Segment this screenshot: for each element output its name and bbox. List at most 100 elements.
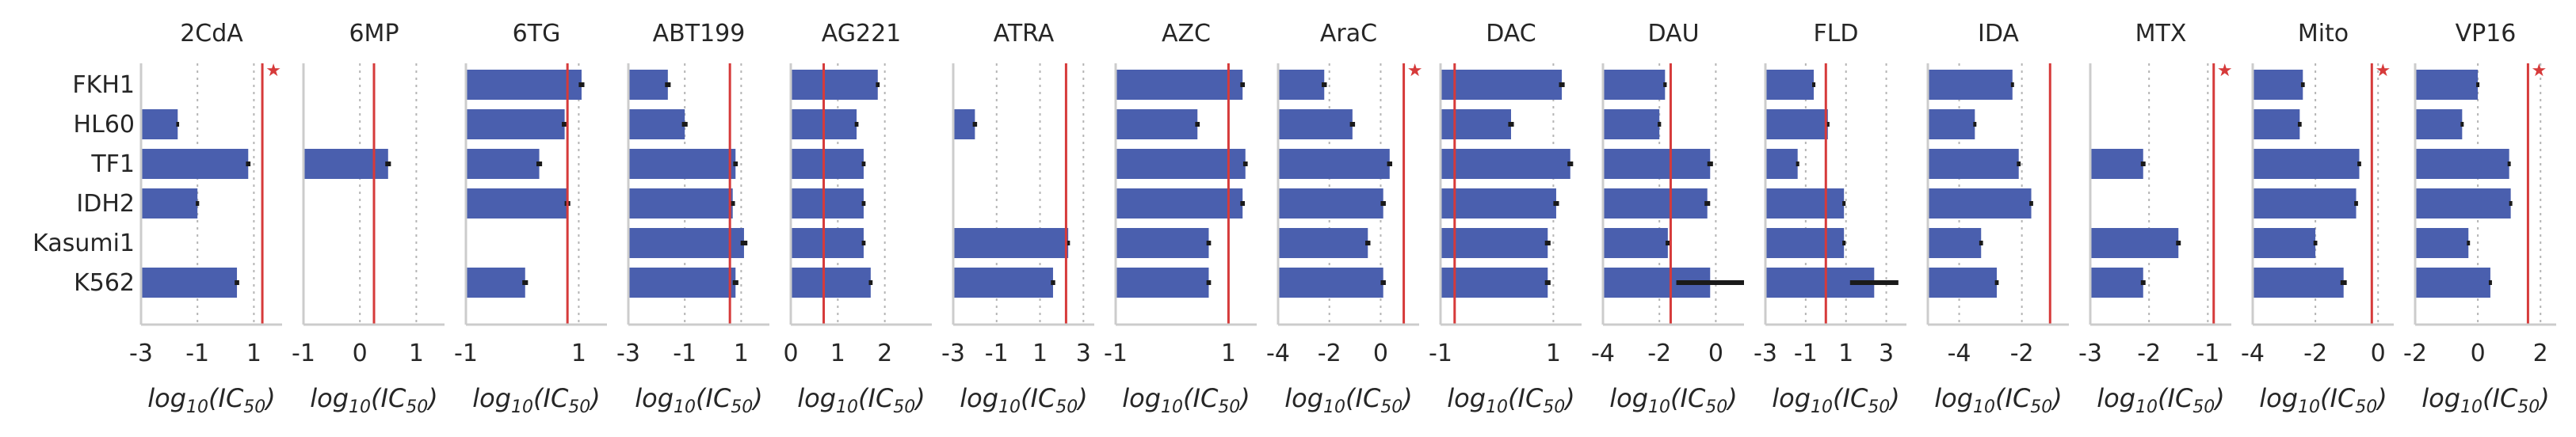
bar (1278, 149, 1390, 179)
panel-2cda: 2CdA ★ -3 -1 1 log10(IC50) (129, 20, 282, 417)
xtick-label: -3 (941, 340, 965, 367)
xtick-label: -1 (454, 340, 478, 367)
panel-abt199: ABT199 -3 -1 1 log10(IC50) (616, 20, 769, 417)
bar (1441, 228, 1548, 258)
x-axis-label: log10(IC50) (472, 383, 601, 417)
panel-fld: FLD -3 -1 1 3 log10(IC50) (1754, 20, 1906, 417)
xtick-label: 1 (1221, 340, 1236, 367)
panel-dau: DAU -4 -2 0 log10(IC50) (1591, 20, 1744, 417)
panel-title: AraC (1320, 20, 1377, 48)
ytick-label: IDH2 (76, 190, 135, 218)
panel-mtx: MTX ★ -3 -2 -1 log10(IC50) (2078, 20, 2233, 417)
xtick-label: 0 (783, 340, 798, 367)
bar (628, 188, 733, 218)
bar (1116, 268, 1209, 298)
bar (2253, 228, 2316, 258)
xtick-label: 0 (1708, 340, 1723, 367)
bar (628, 149, 736, 179)
x-axis-label: log10(IC50) (2259, 383, 2387, 417)
bar (303, 149, 388, 179)
xtick-label: 1 (734, 340, 749, 367)
bar (1765, 188, 1845, 218)
x-axis-label: log10(IC50) (2421, 383, 2550, 417)
xtick-label: 1 (1032, 340, 1048, 367)
xtick-label: -4 (2241, 340, 2265, 367)
x-axis-label: log10(IC50) (635, 383, 763, 417)
bar (1928, 188, 2032, 218)
bar (1441, 70, 1563, 100)
panel-title: DAC (1486, 20, 1536, 48)
bar (791, 149, 864, 179)
xtick-label: -2 (2303, 340, 2327, 367)
ytick-label: TF1 (90, 150, 135, 178)
panel-title: IDA (1978, 20, 2019, 48)
bar (1116, 149, 1246, 179)
panel-dac: DAC -1 1 log10(IC50) (1429, 20, 1582, 417)
bar (1928, 109, 1975, 139)
bar (1441, 149, 1570, 179)
panel-title: ABT199 (653, 20, 746, 48)
bar (2415, 268, 2490, 298)
ytick-label: FKH1 (72, 71, 135, 99)
bar (628, 109, 685, 139)
xtick-label: 3 (1879, 340, 1894, 367)
bar (2090, 228, 2179, 258)
x-axis-label: log10(IC50) (310, 383, 438, 417)
bar (1928, 149, 2019, 179)
xtick-label: -1 (985, 340, 1009, 367)
significance-star: ★ (1407, 61, 1423, 81)
bar (1603, 228, 1668, 258)
bar (141, 149, 249, 179)
bar (1441, 109, 1511, 139)
panel-atra: ATRA -3 -1 1 3 log10(IC50) (941, 20, 1094, 417)
bar (466, 109, 565, 139)
significance-star: ★ (2217, 61, 2233, 81)
xtick-label: -1 (1794, 340, 1818, 367)
bar (2415, 228, 2469, 258)
bar (1603, 149, 1711, 179)
panel-title: FLD (1813, 20, 1858, 48)
bar (1928, 268, 1998, 298)
panel-6mp: 6MP -1 0 1 log10(IC50) (292, 20, 445, 417)
xtick-label: -4 (1591, 340, 1615, 367)
bar (791, 268, 871, 298)
xtick-label: -1 (673, 340, 696, 367)
bar (1278, 70, 1325, 100)
xtick-label: -1 (1429, 340, 1452, 367)
bar (1603, 109, 1660, 139)
bar (141, 268, 238, 298)
bar (2415, 109, 2463, 139)
xtick-label: 1 (1838, 340, 1853, 367)
bar (1116, 70, 1243, 100)
bar (1116, 109, 1198, 139)
bar (628, 70, 668, 100)
bar (1116, 188, 1243, 218)
bar (2253, 70, 2303, 100)
panel-mito: Mito ★ -4 -2 0 log10(IC50) (2241, 20, 2394, 417)
panel-vp16: VP16 ★ -2 0 2 log10(IC50) (2403, 20, 2556, 417)
bar (953, 109, 975, 139)
bar (1441, 188, 1556, 218)
x-axis-label: log10(IC50) (1447, 383, 1575, 417)
panel-azc: AZC -1 1 log10(IC50) (1104, 20, 1257, 417)
panel-title: AG221 (822, 20, 902, 48)
bar (1116, 228, 1209, 258)
bar (1765, 228, 1845, 258)
panel-title: 6TG (513, 20, 561, 48)
bar (2415, 149, 2509, 179)
xtick-label: -1 (1104, 340, 1128, 367)
panel-title: 2CdA (180, 20, 243, 48)
significance-star: ★ (265, 61, 281, 81)
bar (1765, 109, 1828, 139)
panel-ag221: AG221 0 1 2 log10(IC50) (783, 20, 932, 417)
panel-title: VP16 (2456, 20, 2517, 48)
xtick-label: -3 (2078, 340, 2102, 367)
xtick-label: -3 (616, 340, 640, 367)
x-axis-label: log10(IC50) (1934, 383, 2063, 417)
bar (791, 228, 864, 258)
x-axis-label: log10(IC50) (1284, 383, 1413, 417)
bar (1278, 228, 1368, 258)
xtick-label: -3 (1754, 340, 1777, 367)
x-axis-label: log10(IC50) (1122, 383, 1250, 417)
ytick-label: K562 (74, 269, 135, 297)
